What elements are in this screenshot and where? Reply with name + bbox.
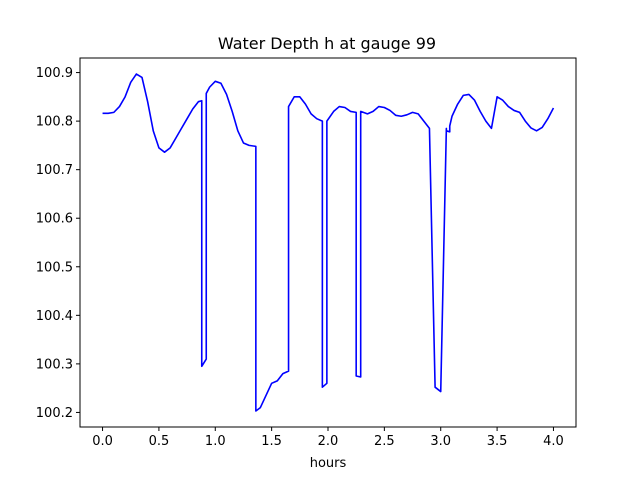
y-tick-label: 100.8 — [36, 115, 73, 130]
x-tick-label: 1.5 — [261, 434, 282, 449]
x-tick-label: 0.5 — [149, 434, 170, 449]
y-axis-ticks: 100.2 100.3 100.4 100.5 100.6 100.7 100.8 100.9 — [36, 66, 80, 421]
plot-area — [79, 57, 577, 428]
x-tick-label: 3.0 — [430, 434, 451, 449]
y-tick-label: 100.2 — [36, 406, 73, 421]
y-tick-label: 100.7 — [36, 163, 73, 178]
x-tick-label: 4.0 — [543, 434, 564, 449]
x-tick-label: 2.0 — [318, 434, 339, 449]
axes-frame — [79, 57, 577, 428]
series-line-0 — [102, 73, 555, 412]
x-axis-label: hours — [310, 456, 347, 471]
y-tick-label: 100.4 — [36, 309, 73, 324]
y-tick-label: 100.9 — [36, 66, 73, 81]
x-tick-label: 2.5 — [374, 434, 395, 449]
y-tick-label: 100.3 — [36, 357, 73, 372]
x-axis-ticks: 0.0 0.5 1.0 1.5 2.0 2.5 3.0 3.5 4.0 — [92, 427, 564, 449]
chart-title: Water Depth h at gauge 99 — [218, 34, 436, 53]
x-tick-label: 3.5 — [487, 434, 508, 449]
y-tick-label: 100.5 — [36, 260, 73, 275]
x-tick-label: 0.0 — [92, 434, 113, 449]
y-tick-label: 100.6 — [36, 212, 73, 227]
x-tick-label: 1.0 — [205, 434, 226, 449]
